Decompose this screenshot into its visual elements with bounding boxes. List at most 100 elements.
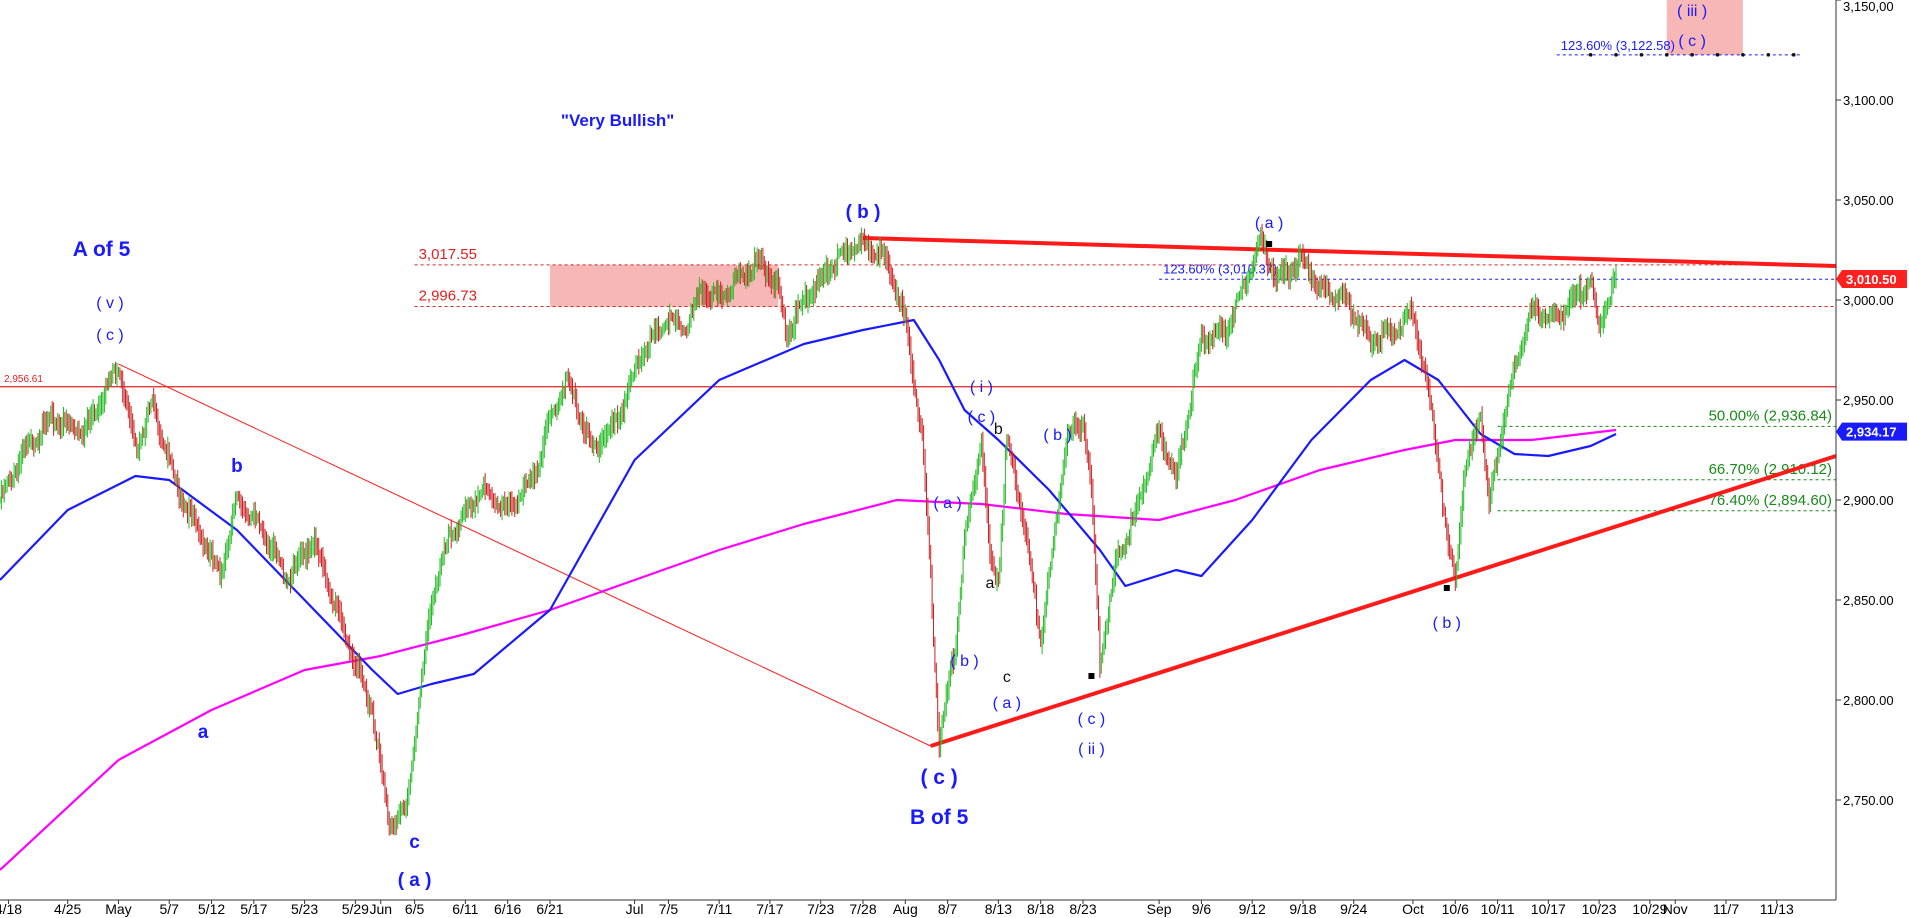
level-dot xyxy=(1690,53,1694,57)
x-tick-label-37: 11/7 xyxy=(1713,901,1739,917)
x-tick-label-21: 8/7 xyxy=(938,901,958,917)
wave-label-16: ( a ) xyxy=(933,495,961,512)
level-label-3: 2,956.61 xyxy=(4,374,43,385)
x-tick-label-20: Aug xyxy=(893,901,918,917)
x-tick-label-31: 10/6 xyxy=(1442,901,1469,917)
level-label-6: 50.00% (2,936.84) xyxy=(1709,407,1832,424)
wave-label-14: b xyxy=(994,421,1003,438)
wave-label-24: ( b ) xyxy=(1433,615,1461,632)
level-dot xyxy=(1741,53,1745,57)
level-dot xyxy=(1766,53,1771,57)
level-label-8: 76.40% (2,894.60) xyxy=(1709,492,1832,509)
x-tick-label-29: 9/24 xyxy=(1340,901,1367,917)
trend-line-3 xyxy=(118,363,931,747)
x-tick-label-14: Jul xyxy=(626,901,644,917)
x-tick-label-18: 7/23 xyxy=(807,901,834,917)
x-tick-label-30: Oct xyxy=(1402,901,1424,917)
x-tick-label-6: 5/17 xyxy=(240,901,267,917)
price-badge-shape xyxy=(1836,422,1907,441)
wave-label-5: b xyxy=(231,456,243,477)
y-tick-label-5: 2,950.00 xyxy=(1843,393,1894,408)
wave-label-22: ( ii ) xyxy=(1078,741,1105,758)
x-tick-label-28: 9/18 xyxy=(1289,901,1316,917)
pivot-marker-1 xyxy=(1266,241,1273,247)
wave-label-21: ( c ) xyxy=(1078,711,1106,728)
price-badge-1: 3,010.50 xyxy=(1836,270,1907,288)
y-tick-label-1: 2,750.00 xyxy=(1843,793,1894,808)
x-tick-label-16: 7/11 xyxy=(706,901,732,917)
zone-1 xyxy=(549,264,779,307)
x-tick-label-10: 6/5 xyxy=(405,901,425,917)
pivot-markers xyxy=(1088,241,1450,679)
pivot-marker-2 xyxy=(1088,673,1095,679)
wave-label-8: ( a ) xyxy=(398,870,432,891)
ma-magenta xyxy=(0,428,1617,871)
x-tick-label-15: 7/5 xyxy=(659,901,679,917)
price-badge-shape xyxy=(1836,270,1907,288)
trend-line-2 xyxy=(930,454,1837,748)
wave-label-3: ( v ) xyxy=(96,295,124,312)
x-tick-label-1: 4/18 xyxy=(0,901,22,917)
x-tick-label-23: 8/18 xyxy=(1027,901,1054,917)
wave-label-1: "Very Bullish" xyxy=(561,111,674,130)
y-tick-label-4: 2,900.00 xyxy=(1843,493,1894,508)
pivot-marker-3 xyxy=(1443,585,1450,591)
trend-line-1 xyxy=(862,236,1837,268)
wave-label-26: ( c ) xyxy=(1678,33,1706,50)
wave-label-20: ( a ) xyxy=(993,695,1021,712)
wave-annotations: "Very Bullish"A of 5( v )( c )bac( a )( … xyxy=(73,3,1708,891)
level-label-5: 123.60% (3,122.58) xyxy=(1561,38,1675,53)
level-label-7: 66.70% (2,910.12) xyxy=(1709,461,1832,478)
wave-label-9: ( b ) xyxy=(846,202,881,223)
x-tick-label-9: Jun xyxy=(369,901,392,917)
y-axis: 2,750.00 2,800.00 2,850.00 2,900.00 2,950.00… xyxy=(1835,0,1894,900)
y-tick-label-2: 2,800.00 xyxy=(1843,693,1894,708)
wave-label-23: ( a ) xyxy=(1255,215,1283,232)
y-tick-label-3: 2,850.00 xyxy=(1843,593,1894,608)
wave-label-25: ( iii ) xyxy=(1677,3,1707,20)
x-tick-label-35: 10/29 xyxy=(1632,901,1667,917)
price-badge-2: 2,934.17 xyxy=(1836,422,1907,441)
price-badges: 3,010.50 2,934.17 xyxy=(1836,270,1907,441)
x-tick-label-26: 9/6 xyxy=(1192,901,1212,917)
x-tick-label-7: 5/23 xyxy=(291,901,318,917)
wave-label-6: a xyxy=(198,722,209,743)
level-label-1: 3,017.55 xyxy=(419,246,477,263)
y-tick-label-6: 3,000.00 xyxy=(1843,293,1894,308)
level-dot xyxy=(1664,53,1669,57)
x-tick-label-3: May xyxy=(105,901,131,917)
wave-label-4: ( c ) xyxy=(96,327,124,344)
x-tick-label-12: 6/16 xyxy=(494,901,521,917)
y-tick-label-8: 3,100.00 xyxy=(1843,93,1894,108)
level-label-2: 2,996.73 xyxy=(419,288,477,305)
horizontal-levels: 3,017.55 2,996.73 2,956.61 123.60% (3,010.3… xyxy=(0,38,1836,512)
price-bars xyxy=(0,223,1617,836)
x-tick-label-19: 7/28 xyxy=(849,901,876,917)
wave-label-7: c xyxy=(409,832,420,853)
wave-label-18: ( b ) xyxy=(950,653,978,670)
wave-label-10: ( c ) xyxy=(920,766,957,789)
y-tick-label-7: 3,050.00 xyxy=(1843,193,1894,208)
level-label-4: 123.60% (3,010.37) xyxy=(1163,261,1277,276)
wave-label-11: B of 5 xyxy=(910,806,969,829)
x-tick-label-11: 6/11 xyxy=(452,901,478,917)
price-badge-label: 3,010.50 xyxy=(1846,272,1897,287)
level-dot xyxy=(1588,53,1593,57)
x-tick-label-4: 5/7 xyxy=(159,901,179,917)
x-tick-label-8: 5/29 xyxy=(342,901,369,917)
x-tick-label-13: 6/21 xyxy=(536,901,563,917)
level-dot xyxy=(1639,53,1644,57)
level-dot xyxy=(1791,53,1796,57)
x-tick-label-24: 8/23 xyxy=(1069,901,1096,917)
level-dot xyxy=(1614,53,1618,57)
x-tick-label-17: 7/17 xyxy=(756,901,783,917)
price-badge-label: 2,934.17 xyxy=(1846,425,1897,440)
x-tick-label-25: Sep xyxy=(1147,901,1172,917)
x-tick-label-5: 5/12 xyxy=(198,901,225,917)
x-tick-label-36: Nov xyxy=(1663,901,1688,917)
x-tick-label-32: 10/11 xyxy=(1481,901,1515,917)
x-tick-label-22: 8/13 xyxy=(985,901,1012,917)
wave-label-13: ( c ) xyxy=(968,409,996,426)
